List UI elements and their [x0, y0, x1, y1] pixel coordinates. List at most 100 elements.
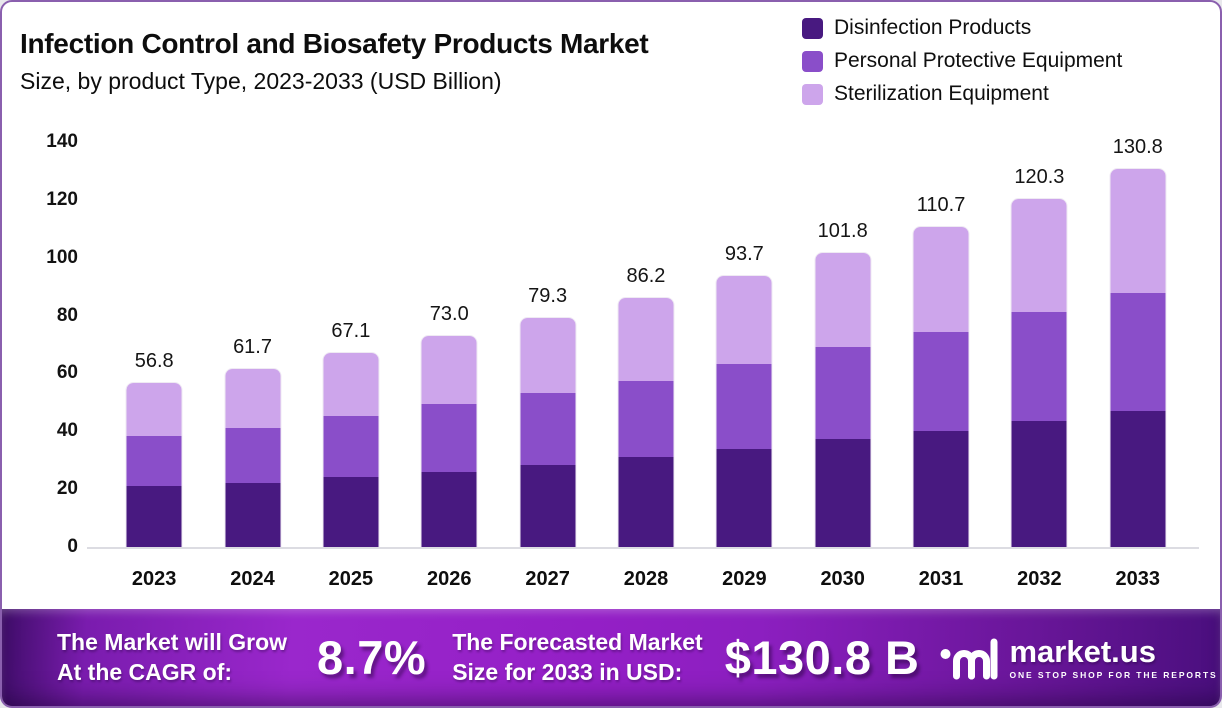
- y-tick-label: 20: [56, 478, 78, 500]
- x-axis-label: 2027: [525, 568, 570, 590]
- y-tick-label: 100: [46, 246, 78, 268]
- x-axis-label: 2024: [230, 568, 275, 590]
- x-axis-label: 2026: [427, 568, 472, 590]
- legend-swatch-1: [802, 50, 823, 72]
- y-tick-label: 120: [46, 188, 78, 210]
- x-axis-labels: 2023 2024 2025 2026 2027 2028 2029 2030 2031 2032…: [105, 568, 1187, 591]
- bar-segment: [1011, 199, 1067, 313]
- bar-segment: [815, 252, 871, 348]
- bar-segment: [225, 428, 281, 484]
- bar-column-2027: 79.3: [498, 142, 596, 547]
- bar-segment: [323, 416, 379, 478]
- bar-total-label: 67.1: [331, 319, 371, 342]
- cagr-label-line2: At the CAGR of:: [57, 658, 233, 685]
- bar-column-2029: 93.7: [695, 142, 793, 547]
- forecast-label-line2: Size for 2033 in USD:: [452, 658, 683, 685]
- page-subtitle: Size, by product Type, 2023-2033 (USD Bi…: [20, 68, 502, 94]
- bar-segment: [421, 471, 477, 547]
- bar-segment: [126, 486, 182, 547]
- bar-segment: [421, 404, 477, 472]
- stacked-bar-2033: [1110, 168, 1166, 547]
- bar-segment: [520, 464, 576, 547]
- bar-segment: [520, 392, 576, 465]
- stacked-bar-2031: [913, 226, 969, 547]
- bar-column-2030: 101.8: [794, 142, 892, 547]
- marketus-logo-tagline: ONE STOP SHOP FOR THE REPORTS: [1009, 669, 1218, 680]
- bar-segment: [716, 275, 772, 365]
- cagr-label: The Market will Grow At the CAGR of:: [57, 628, 287, 687]
- bar-column-2024: 61.7: [203, 142, 301, 547]
- bar-total-label: 93.7: [724, 242, 764, 265]
- bar-segment: [913, 332, 969, 431]
- stacked-bar-2027: [520, 317, 576, 547]
- marketus-logo-icon: [940, 638, 998, 679]
- bar-segment: [1011, 312, 1067, 421]
- x-axis-label: 2033: [1115, 568, 1161, 590]
- forecast-value: $130.8 B: [724, 631, 920, 684]
- bar-total-label: 110.7: [916, 193, 966, 216]
- legend-item: Sterilization Equipment: [802, 82, 1122, 106]
- bar-column-2025: 67.1: [302, 142, 400, 547]
- x-axis-label: 2031: [918, 568, 964, 590]
- x-axis-label: 2029: [722, 568, 767, 590]
- y-tick-label: 80: [56, 304, 78, 326]
- chart-legend: Disinfection Products Personal Protective…: [802, 16, 1122, 106]
- bar-segment: [913, 226, 969, 333]
- chart-plot-area: 56.8 61.7 67.1 73.0 79.3 86.2 93.7 101.8 110.7 12…: [105, 136, 1187, 547]
- x-axis-label: 2032: [1017, 568, 1062, 590]
- bar-column-2033: 130.8: [1089, 136, 1187, 547]
- x-axis-label: 2025: [328, 568, 374, 590]
- marketus-logo-text: market.us ONE STOP SHOP FOR THE REPORTS: [1009, 636, 1217, 680]
- bar-segment: [716, 364, 772, 449]
- bar-total-label: 61.7: [233, 335, 272, 358]
- bar-total-label: 56.8: [134, 349, 174, 372]
- bar-segment: [618, 297, 674, 381]
- bar-total-label: 79.3: [528, 284, 568, 307]
- bar-segment: [520, 317, 576, 393]
- stacked-bar-2030: [815, 252, 871, 547]
- bar-column-2031: 110.7: [892, 142, 990, 547]
- legend-item: Disinfection Products: [802, 16, 1122, 40]
- bar-segment: [913, 430, 969, 547]
- stacked-bar-2025: [323, 352, 379, 547]
- bar-column-2032: 120.3: [990, 142, 1088, 547]
- forecast-label: The Forecasted Market Size for 2033 in U…: [452, 628, 703, 687]
- bar-segment: [323, 477, 379, 547]
- bar-segment: [618, 457, 674, 547]
- stacked-bar-2032: [1011, 199, 1067, 547]
- bar-segment: [716, 448, 772, 547]
- y-tick-label: 40: [56, 420, 78, 442]
- bar-segment: [815, 438, 871, 547]
- bar-segment: [1011, 420, 1067, 547]
- x-axis-label: 2028: [623, 568, 669, 590]
- bar-total-label: 86.2: [626, 264, 666, 287]
- forecast-label-line1: The Forecasted Market: [452, 629, 703, 656]
- bar-segment: [126, 436, 182, 487]
- x-axis-baseline: [87, 547, 1199, 549]
- page-title: Infection Control and Biosafety Products…: [20, 28, 649, 59]
- bar-segment: [815, 347, 871, 439]
- bar-segment: [618, 380, 674, 458]
- bar-total-label: 101.8: [817, 219, 868, 242]
- bar-total-label: 130.8: [1112, 135, 1163, 158]
- marketus-logo: market.us ONE STOP SHOP FOR THE REPORTS: [939, 633, 1217, 683]
- bar-column-2023: 56.8: [105, 142, 203, 547]
- stacked-bar-2024: [225, 368, 281, 547]
- bar-column-2026: 73.0: [400, 142, 498, 547]
- bar-segment: [126, 382, 182, 437]
- bar-segment: [421, 335, 477, 405]
- bar-total-label: 120.3: [1014, 166, 1065, 188]
- legend-swatch-0: [802, 17, 823, 39]
- bar-column-2028: 86.2: [597, 142, 695, 547]
- bar-total-label: 73.0: [429, 302, 469, 325]
- cagr-label-line1: The Market will Grow: [57, 629, 288, 656]
- stacked-bar-2026: [421, 335, 477, 547]
- bar-segment: [1110, 292, 1166, 411]
- bar-segment: [225, 483, 281, 547]
- legend-swatch-2: [802, 83, 823, 105]
- bar-segment: [1110, 168, 1166, 293]
- footer-banner: The Market will Grow At the CAGR of: 8.7…: [2, 609, 1220, 706]
- bar-segment: [323, 352, 379, 417]
- cagr-value: 8.7%: [317, 631, 427, 684]
